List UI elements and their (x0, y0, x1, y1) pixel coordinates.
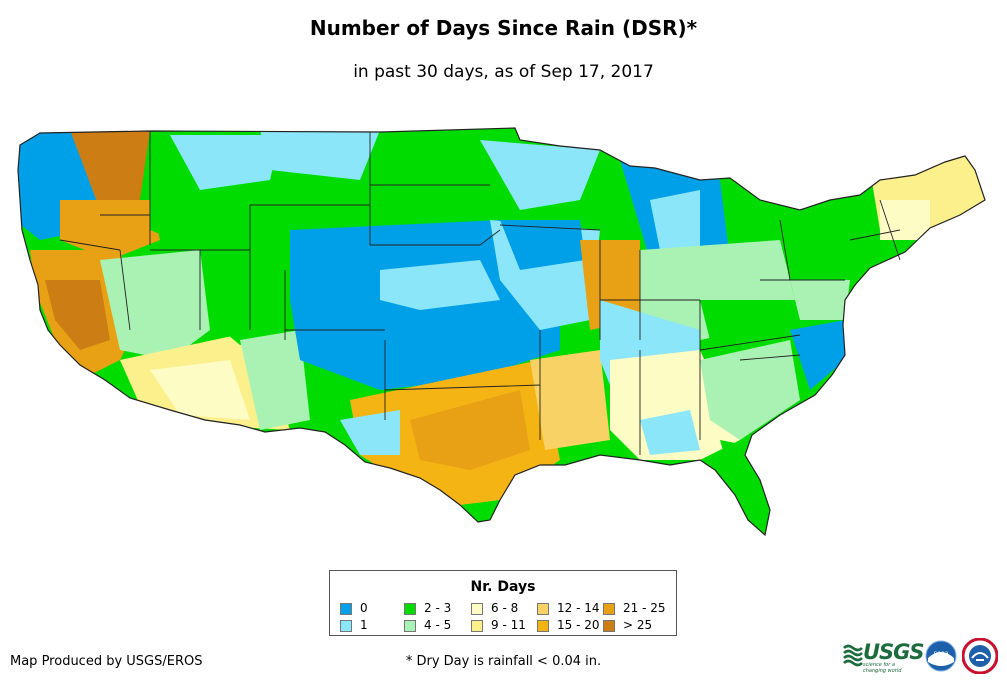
legend-label: 15 - 20 (557, 618, 600, 632)
legend-item-8: 21 - 25 (603, 602, 666, 615)
noaa-logo: noaa (925, 640, 957, 672)
usgs-tagline: science for a changing world (863, 662, 902, 674)
legend-item-9: > 25 (603, 619, 652, 632)
legend-label: 6 - 8 (491, 601, 519, 615)
legend-swatch (537, 602, 549, 615)
legend-swatch (471, 602, 483, 615)
legend-item-0: 0 (340, 602, 368, 615)
legend-swatch (603, 619, 615, 632)
us-outline (17, 127, 986, 537)
legend-swatch (340, 619, 352, 632)
usgs-wordmark: USGS (863, 640, 925, 664)
usgs-waves-icon (843, 644, 863, 667)
legend-swatch (537, 619, 549, 632)
legend-swatch (404, 619, 416, 632)
map-legend: Nr. Days 0 1 2 - 3 4 - 5 6 - 8 9 - 11 12… (329, 570, 677, 636)
legend-label: 1 (360, 618, 368, 632)
legend-label: 21 - 25 (623, 601, 666, 615)
map-title: Number of Days Since Rain (DSR)* (309, 16, 698, 40)
legend-label: 2 - 3 (424, 601, 452, 615)
state-boundaries (59, 131, 901, 455)
legend-swatch (404, 602, 416, 615)
noaa-wordmark: noaa (934, 650, 949, 657)
legend-label: 9 - 11 (491, 618, 526, 632)
legend-item-1: 1 (340, 619, 368, 632)
map-credit: Map Produced by USGS/EROS (10, 654, 203, 669)
legend-title: Nr. Days (470, 579, 536, 595)
legend-item-4: 6 - 8 (471, 602, 518, 615)
legend-item-6: 12 - 14 (537, 602, 600, 615)
legend-swatch (603, 602, 615, 615)
legend-swatch (471, 619, 483, 632)
dsr-raster (18, 128, 985, 535)
legend-label: > 25 (623, 618, 653, 632)
usgs-logo: USGS science for a changing world (843, 640, 925, 674)
legend-item-7: 15 - 20 (537, 619, 600, 632)
legend-item-3: 4 - 5 (404, 619, 451, 632)
legend-label: 0 (360, 601, 368, 615)
map-subtitle: in past 30 days, as of Sep 17, 2017 (353, 62, 654, 82)
legend-swatch (340, 602, 352, 615)
legend-item-2: 2 - 3 (404, 602, 451, 615)
legend-item-5: 9 - 11 (471, 619, 526, 632)
us-dsr-map (17, 127, 986, 537)
legend-label: 4 - 5 (424, 618, 452, 632)
legend-label: 12 - 14 (557, 601, 600, 615)
nws-logo (962, 638, 998, 674)
dry-day-footnote: * Dry Day is rainfall < 0.04 in. (405, 654, 602, 669)
